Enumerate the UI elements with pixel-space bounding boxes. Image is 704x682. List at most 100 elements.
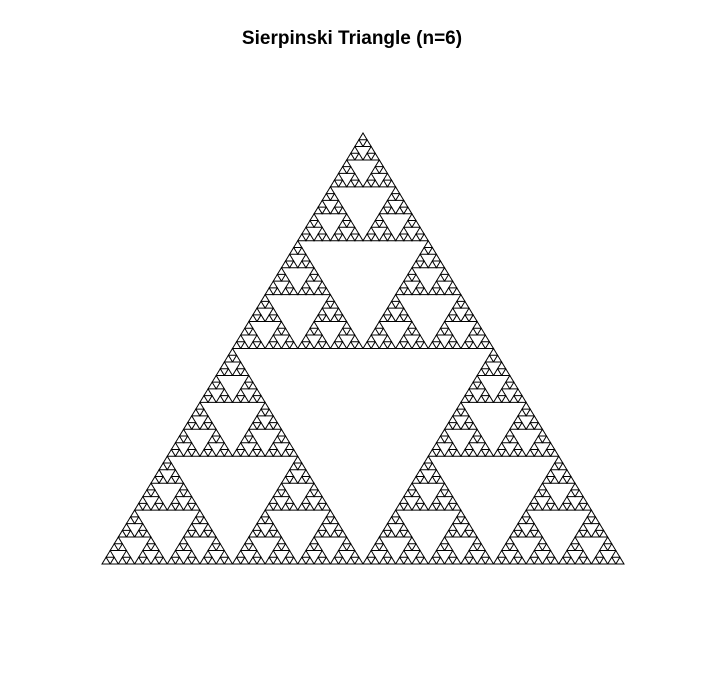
subtriangle xyxy=(443,435,454,444)
subtriangle xyxy=(533,542,544,552)
subtriangle xyxy=(182,421,193,430)
subtriangle xyxy=(525,529,536,538)
subtriangle xyxy=(472,428,483,437)
sierpinski-subtriangles xyxy=(101,132,625,565)
subtriangle xyxy=(443,286,454,296)
subtriangle xyxy=(337,206,348,215)
subtriangle xyxy=(398,226,409,235)
subtriangle xyxy=(329,192,340,201)
subtriangle xyxy=(247,381,258,390)
subtriangle xyxy=(378,219,389,228)
subtriangle xyxy=(133,502,144,511)
subtriangle xyxy=(272,327,283,336)
subtriangle xyxy=(415,549,426,558)
subtriangle xyxy=(492,556,503,565)
subtriangle xyxy=(305,286,315,296)
subtriangle xyxy=(459,313,470,323)
subtriangle xyxy=(239,448,250,457)
subtriangle xyxy=(174,448,185,457)
subtriangle xyxy=(496,361,507,370)
subtriangle xyxy=(288,502,299,511)
subtriangle xyxy=(349,549,360,558)
subtriangle xyxy=(182,542,193,552)
subtriangle xyxy=(378,179,389,188)
subtriangle xyxy=(203,414,213,424)
subtriangle xyxy=(256,340,267,349)
subtriangle xyxy=(174,435,185,444)
subtriangle xyxy=(235,387,246,397)
subtriangle xyxy=(317,226,328,235)
subtriangle xyxy=(574,502,585,511)
subtriangle xyxy=(300,253,311,262)
subtriangle xyxy=(231,394,242,403)
subtriangle xyxy=(321,206,332,215)
subtriangle xyxy=(198,448,209,457)
subtriangle xyxy=(411,286,421,296)
subtriangle xyxy=(386,192,397,201)
subtriangle xyxy=(476,435,487,444)
subtriangle xyxy=(317,334,328,343)
subtriangle xyxy=(215,394,226,403)
subtriangle xyxy=(439,536,450,545)
subtriangle xyxy=(525,421,536,430)
subtriangle xyxy=(480,361,491,370)
subtriangle xyxy=(264,340,275,349)
subtriangle xyxy=(333,307,344,316)
subtriangle xyxy=(243,320,254,329)
subtriangle xyxy=(411,502,421,511)
subtriangle xyxy=(553,455,564,464)
subtriangle xyxy=(321,313,332,323)
subtriangle xyxy=(582,515,593,525)
subtriangle xyxy=(513,441,523,451)
subtriangle xyxy=(464,549,474,558)
subtriangle xyxy=(231,556,242,565)
subtriangle xyxy=(402,542,413,552)
subtriangle xyxy=(570,536,581,545)
subtriangle xyxy=(247,340,258,349)
subtriangle xyxy=(598,542,609,552)
subtriangle xyxy=(178,482,189,491)
subtriangle xyxy=(394,313,405,323)
subtriangle xyxy=(370,219,381,228)
subtriangle xyxy=(264,313,275,323)
subtriangle xyxy=(500,394,511,403)
subtriangle xyxy=(272,435,283,444)
subtriangle xyxy=(574,529,585,538)
subtriangle xyxy=(394,556,405,565)
subtriangle xyxy=(468,394,479,403)
subtriangle xyxy=(435,340,446,349)
subtriangle xyxy=(451,300,462,309)
subtriangle xyxy=(402,313,413,323)
subtriangle xyxy=(223,556,234,565)
subtriangle xyxy=(203,522,213,531)
subtriangle xyxy=(447,307,458,316)
subtriangle xyxy=(415,334,426,343)
subtriangle xyxy=(276,266,287,275)
subtriangle xyxy=(247,327,258,336)
subtriangle xyxy=(537,536,548,545)
subtriangle xyxy=(451,313,462,323)
subtriangle xyxy=(529,495,540,504)
subtriangle xyxy=(374,320,385,329)
subtriangle xyxy=(215,556,226,565)
subtriangle xyxy=(158,475,169,484)
subtriangle xyxy=(333,172,344,181)
subtriangle xyxy=(484,448,495,457)
subtriangle xyxy=(280,286,291,296)
subtriangle xyxy=(252,522,262,531)
subtriangle xyxy=(468,448,479,457)
subtriangle xyxy=(337,233,348,242)
subtriangle xyxy=(431,253,442,262)
subtriangle xyxy=(362,152,373,161)
subtriangle xyxy=(541,502,552,511)
subtriangle xyxy=(402,219,413,228)
subtriangle xyxy=(468,381,479,390)
subtriangle xyxy=(313,556,324,565)
subtriangle xyxy=(178,536,189,545)
subtriangle xyxy=(464,334,474,343)
subtriangle xyxy=(472,374,483,383)
subtriangle xyxy=(190,515,201,525)
subtriangle xyxy=(447,441,458,451)
subtriangle xyxy=(276,428,287,437)
